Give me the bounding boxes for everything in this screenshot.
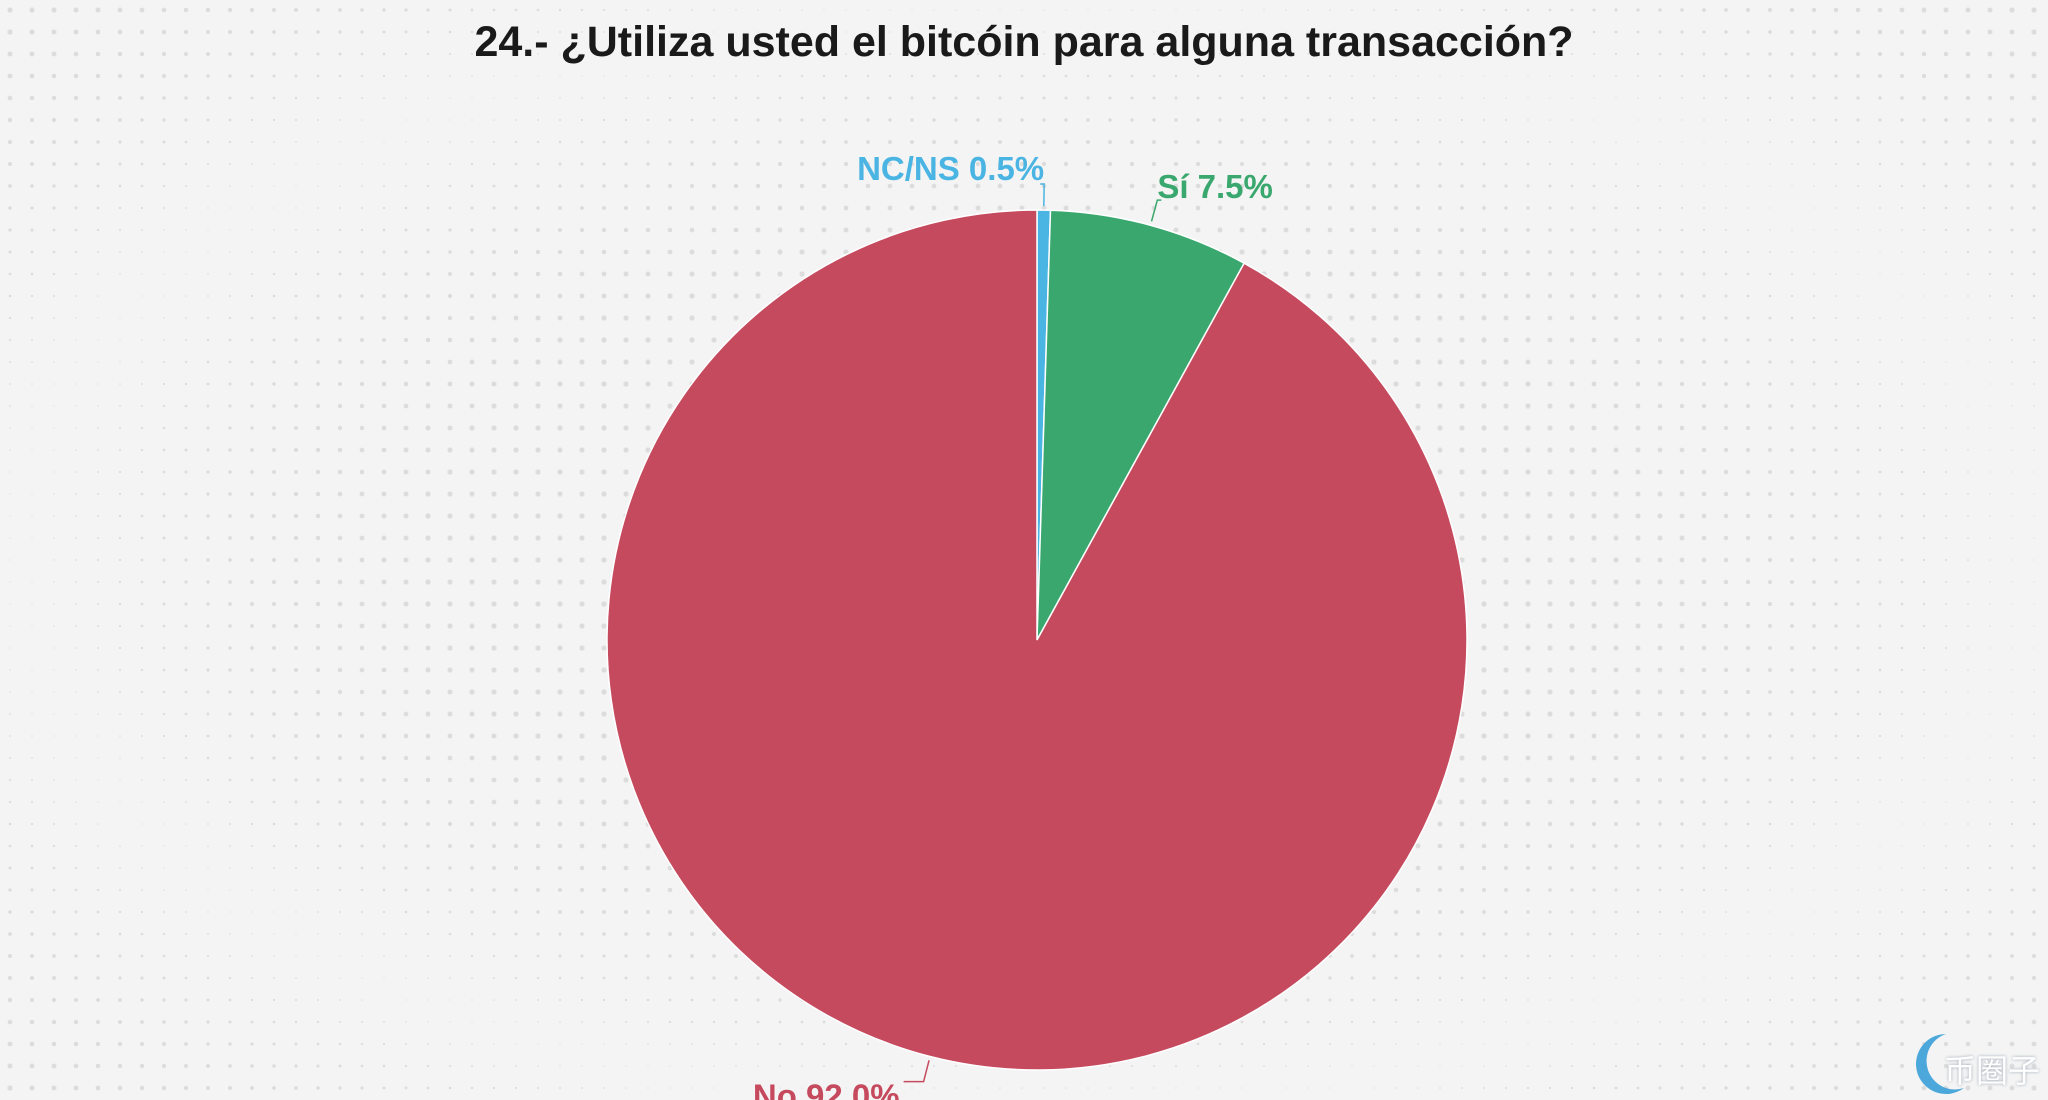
crescent-logo-icon [1916,1034,1964,1094]
slice-label-no: No 92.0% [753,1078,900,1100]
slice-label-nc-ns: NC/NS 0.5% [857,150,1044,187]
leader-line-nc-ns [1040,183,1045,207]
chart-title: 24.- ¿Utiliza usted el bitcóin para algu… [474,18,1574,66]
pie-slice-s- [1036,209,1246,641]
watermark-logo [1916,1034,1964,1094]
leader-line-s- [1150,199,1162,222]
watermark-text: 币圈子 [1943,1052,2040,1090]
slice-label-s-: Sí 7.5% [1157,168,1273,205]
leader-line-no [903,1060,930,1083]
pie-slice-no [606,209,1468,1071]
